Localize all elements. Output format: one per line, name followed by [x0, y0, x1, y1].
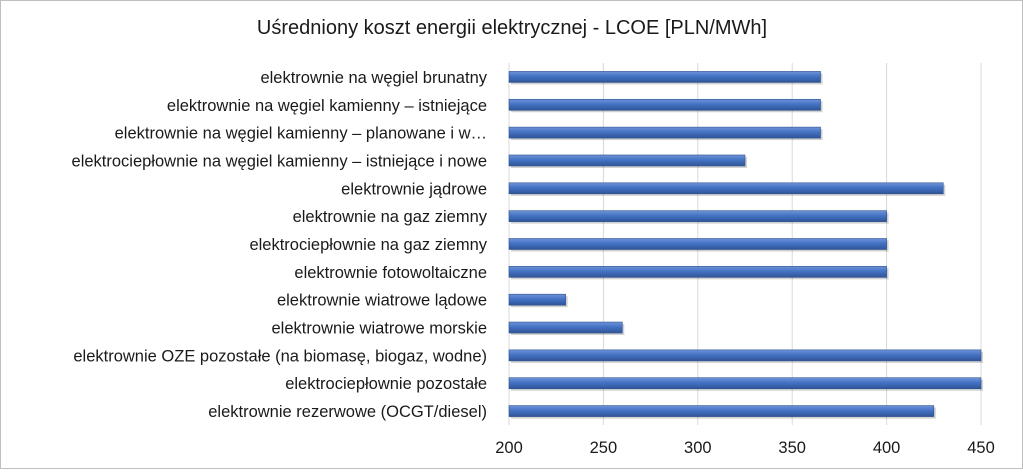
x-tick-label: 300	[684, 439, 712, 457]
x-tick-label: 400	[873, 439, 901, 457]
bar	[508, 266, 887, 278]
category-label: elektrownie jądrowe	[341, 180, 487, 198]
bar	[508, 349, 982, 362]
bar	[508, 238, 887, 250]
bar	[508, 154, 746, 167]
x-tick-label: 450	[967, 439, 995, 457]
bars	[508, 71, 983, 419]
category-label: elektrociepłownie na gaz ziemny	[249, 236, 487, 254]
x-tick-label: 200	[495, 439, 523, 457]
category-label: elektrownie wiatrowe lądowe	[277, 292, 487, 310]
bar	[508, 71, 821, 83]
bar	[508, 98, 821, 111]
x-tick-labels: 200 250 300 350 400 450	[495, 439, 995, 457]
category-labels: elektrownie na węgiel brunatny elektrowni…	[72, 69, 488, 421]
chart-title: Uśredniony koszt energii elektrycznej - …	[257, 17, 767, 39]
bar	[508, 126, 821, 139]
bar	[508, 405, 935, 417]
bar	[508, 293, 566, 306]
category-label: elektrownie rezerwowe (OCGT/diesel)	[208, 403, 487, 421]
category-label: elektrownie fotowoltaiczne	[294, 264, 487, 282]
category-label: elektrociepłownie na węgiel kamienny – i…	[72, 152, 487, 170]
x-tick-label: 350	[778, 439, 806, 457]
category-label: elektrownie wiatrowe morskie	[272, 320, 488, 338]
category-label: elektrownie OZE pozostałe (na biomasę, b…	[73, 347, 487, 365]
bar	[508, 377, 982, 390]
category-label: elektrownie na węgiel kamienny – planowa…	[115, 125, 487, 143]
category-label: elektrownie na gaz ziemny	[293, 208, 488, 226]
bar	[508, 321, 623, 334]
category-label: elektrownie na węgiel kamienny – istniej…	[167, 97, 487, 115]
category-label: elektrownie na węgiel brunatny	[260, 69, 487, 87]
bar	[508, 210, 887, 222]
bar	[508, 182, 944, 195]
category-label: elektrociepłownie pozostałe	[285, 375, 487, 393]
x-tick-label: 250	[590, 439, 618, 457]
